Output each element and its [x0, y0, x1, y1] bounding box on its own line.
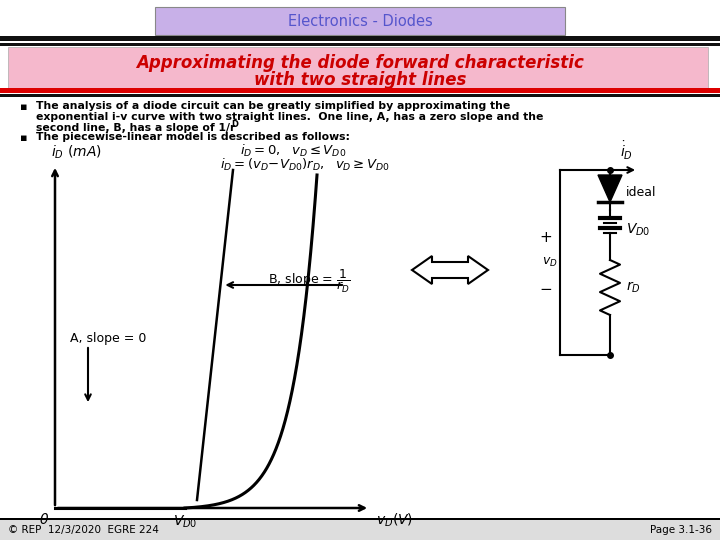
- Bar: [0, 518, 720, 520]
- Bar: [155, 7, 565, 35]
- Text: The piecewise-linear model is described as follows:: The piecewise-linear model is described …: [36, 132, 350, 142]
- Text: ▪: ▪: [20, 133, 27, 143]
- Bar: [0, 36, 720, 41]
- Bar: [8, 47, 708, 88]
- Text: $v_D(V)$: $v_D(V)$: [376, 512, 413, 529]
- Text: Electronics - Diodes: Electronics - Diodes: [287, 14, 433, 29]
- Text: $i_D{=}(v_D{-}V_{D0})r_{D},\ \ v_D{\geq}V_{D0}$: $i_D{=}(v_D{-}V_{D0})r_{D},\ \ v_D{\geq}…: [220, 157, 390, 173]
- Text: © REP  12/3/2020  EGRE 224: © REP 12/3/2020 EGRE 224: [8, 525, 159, 535]
- Polygon shape: [412, 256, 488, 284]
- Text: $i_D=0,\ \ v_D{\leq}V_{D0}$: $i_D=0,\ \ v_D{\leq}V_{D0}$: [240, 143, 346, 159]
- Text: second line, B, has a slope of 1/r: second line, B, has a slope of 1/r: [36, 123, 235, 133]
- Text: Approximating the diode forward characteristic: Approximating the diode forward characte…: [136, 54, 584, 72]
- Text: B, slope = $\dfrac{1}{r_D}$: B, slope = $\dfrac{1}{r_D}$: [268, 267, 350, 294]
- Text: D: D: [231, 120, 238, 129]
- Text: $i_D\ (mA)$: $i_D\ (mA)$: [51, 144, 102, 161]
- Text: $r_D$: $r_D$: [626, 280, 641, 295]
- Polygon shape: [598, 175, 622, 202]
- Bar: [0, 520, 720, 540]
- Text: The analysis of a diode circuit can be greatly simplified by approximating the: The analysis of a diode circuit can be g…: [36, 101, 510, 111]
- Text: ▪: ▪: [20, 102, 27, 112]
- Bar: [0, 43, 720, 46]
- Text: +: +: [539, 230, 552, 245]
- Bar: [0, 94, 720, 97]
- Text: $v_D$: $v_D$: [542, 256, 558, 269]
- Text: $\theta$: $\theta$: [39, 512, 49, 527]
- Text: exponential i-v curve with two straight lines.  One line, A, has a zero slope an: exponential i-v curve with two straight …: [36, 112, 544, 122]
- Text: with two straight lines: with two straight lines: [254, 71, 466, 89]
- Text: $\dot{i}_D$: $\dot{i}_D$: [620, 140, 633, 162]
- Text: $V_{D0}$: $V_{D0}$: [626, 222, 650, 238]
- Text: $V_{D0}$: $V_{D0}$: [173, 514, 197, 530]
- Bar: [0, 88, 720, 93]
- Text: $-$: $-$: [539, 280, 552, 295]
- Text: A, slope = 0: A, slope = 0: [70, 332, 146, 345]
- Text: Page 3.1-36: Page 3.1-36: [650, 525, 712, 535]
- Text: ideal: ideal: [626, 186, 657, 199]
